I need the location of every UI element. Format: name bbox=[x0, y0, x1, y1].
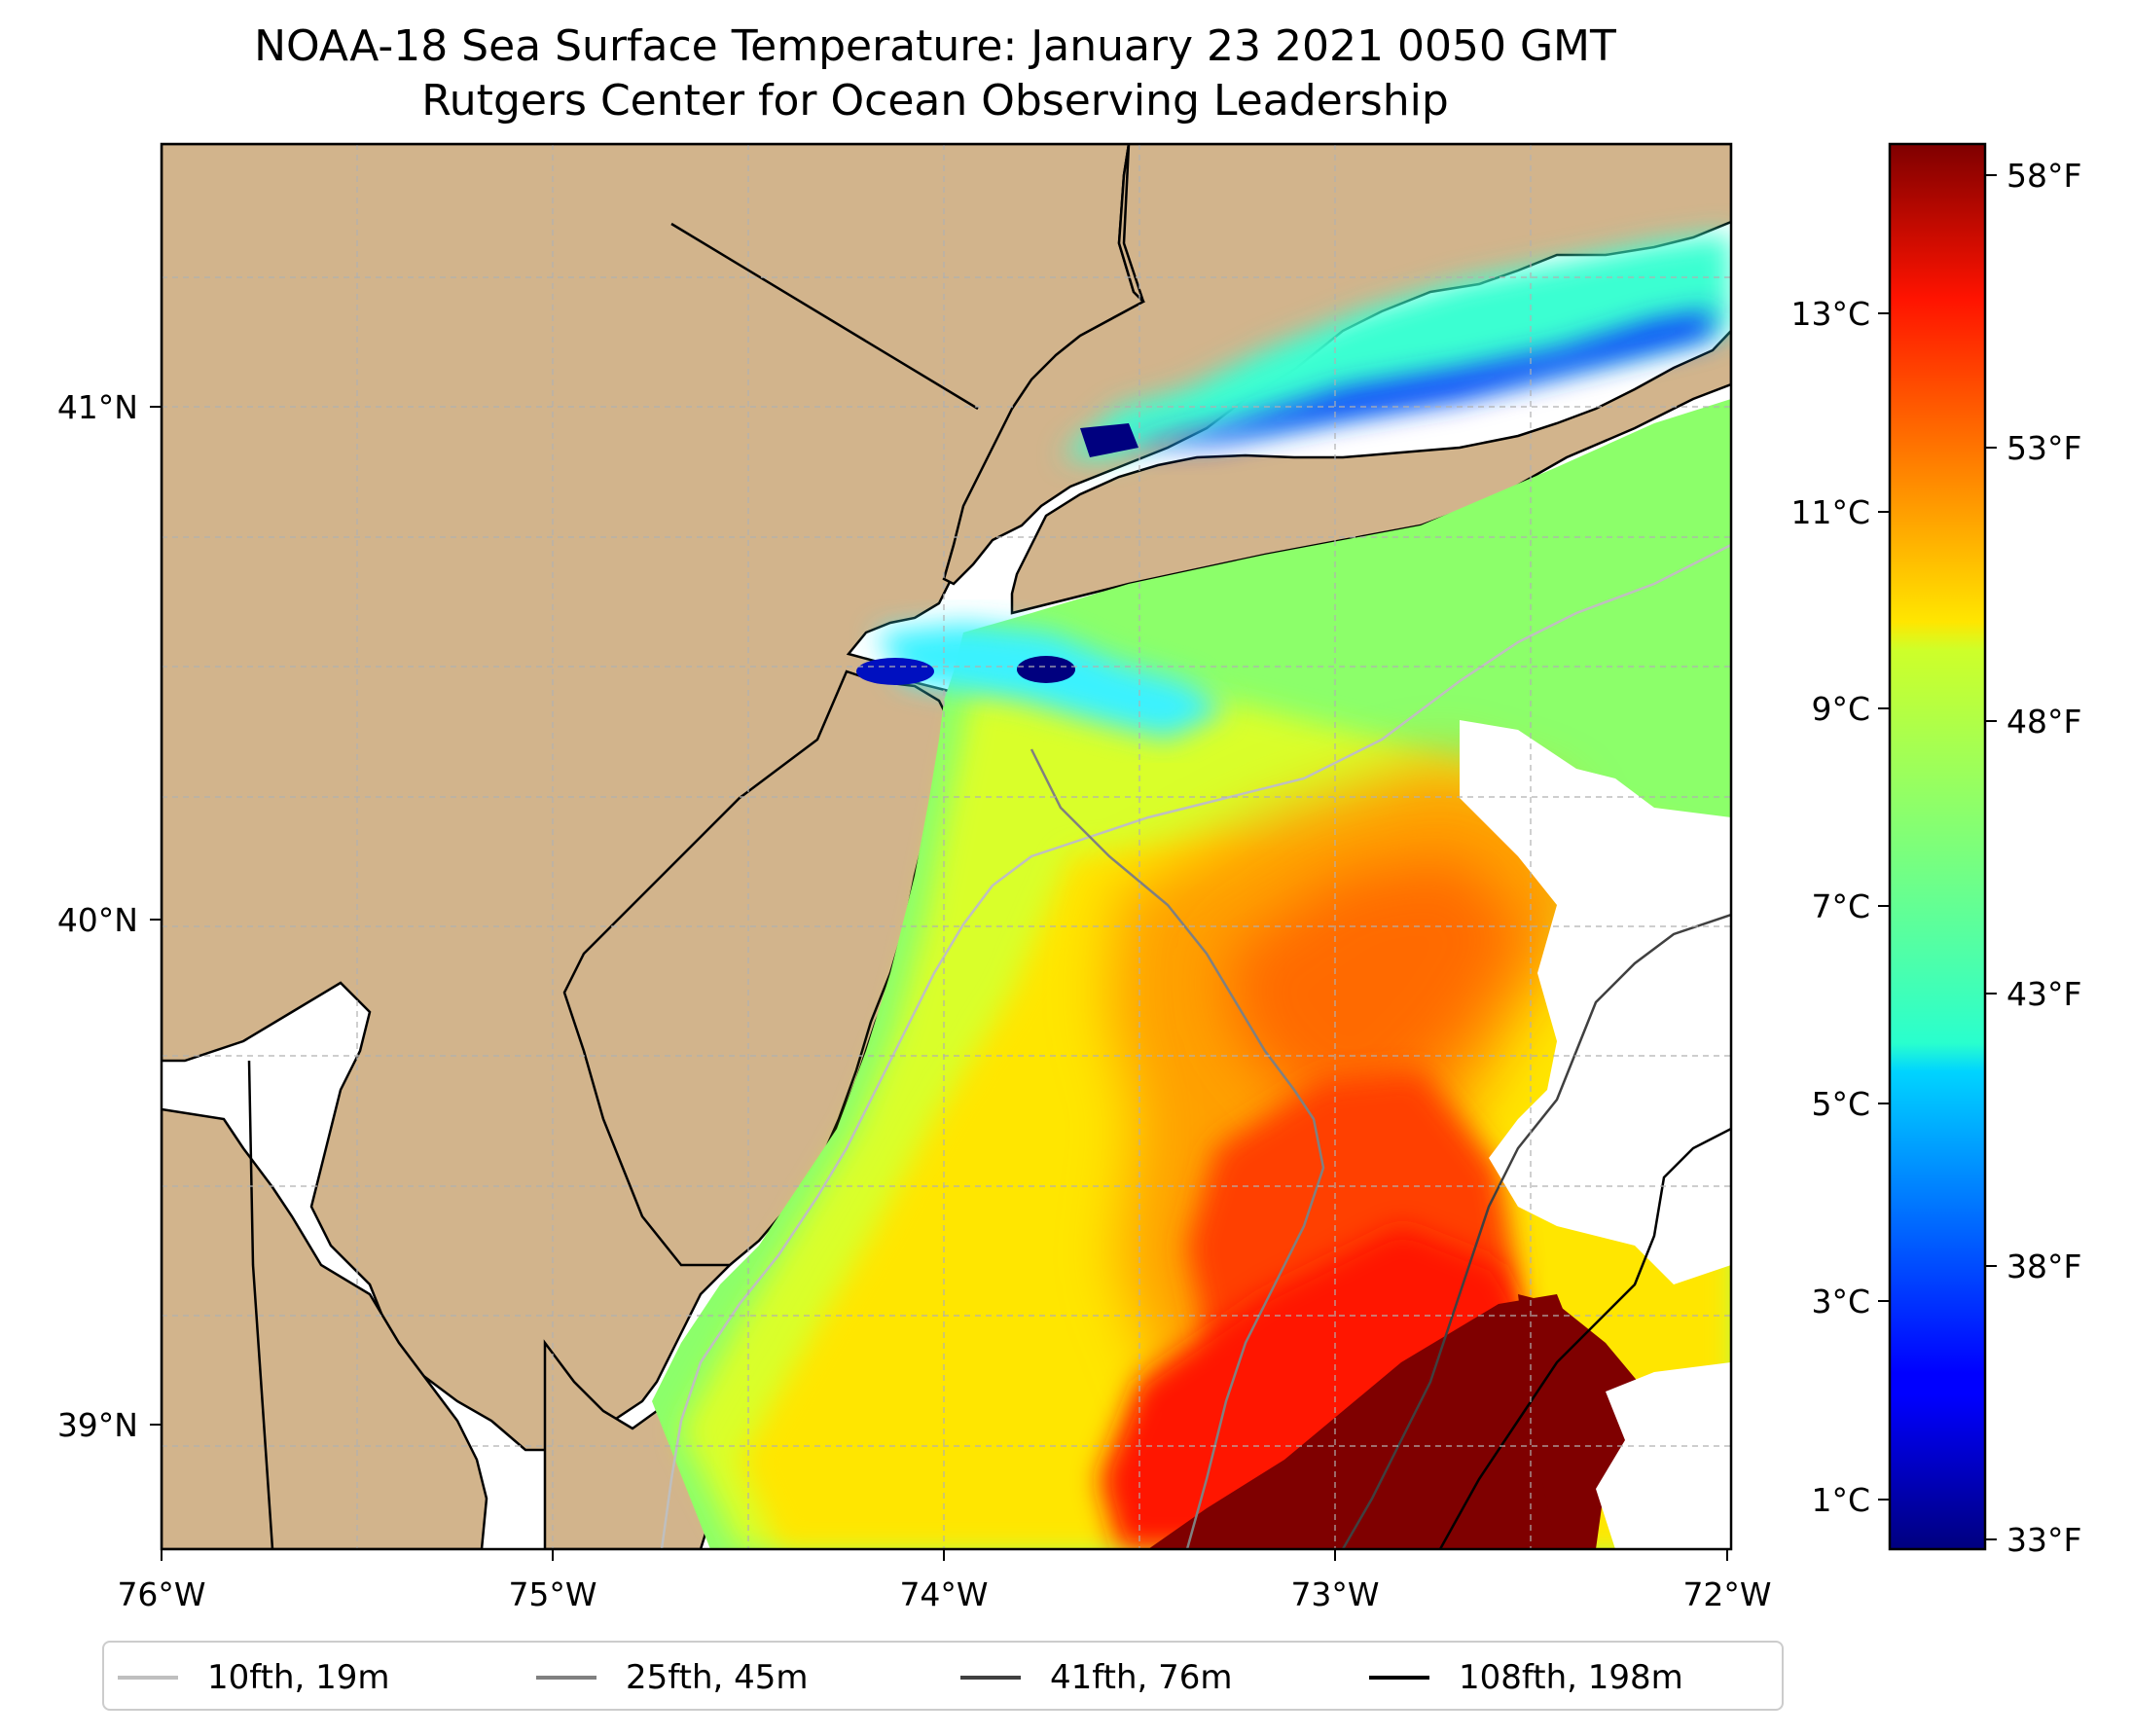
map-panel bbox=[162, 144, 1731, 1549]
nodata-east-lower bbox=[1596, 1362, 1731, 1549]
contour-41fth bbox=[1341, 913, 1731, 1549]
legend-item-108fth: 108fth, 198m bbox=[1369, 1643, 1683, 1713]
colorbar: 13°C 11°C 9°C 7°C 5°C 3°C 1°C 58°F 53°F … bbox=[1790, 142, 2081, 1559]
lis-blue-band bbox=[1119, 311, 1713, 448]
land-delaware bbox=[162, 1107, 488, 1549]
land-new-york-connecticut bbox=[942, 144, 1731, 586]
bathymetry-contours bbox=[660, 543, 1731, 1549]
sst-dark-red-east bbox=[1518, 1294, 1654, 1549]
legend-label-41fth: 41fth, 76m bbox=[1050, 1658, 1233, 1697]
legend-swatch-41fth bbox=[960, 1676, 1021, 1680]
land-long-island bbox=[1010, 329, 1731, 615]
legend-label-108fth: 108fth, 198m bbox=[1459, 1658, 1683, 1697]
legend-item-10fth: 10fth, 19m bbox=[118, 1643, 390, 1713]
contour-108fth bbox=[1438, 1127, 1731, 1549]
cbar-c-11: 11°C bbox=[1790, 493, 1870, 531]
lon-tick-76w: 76°W bbox=[117, 1575, 205, 1613]
legend-swatch-10fth bbox=[118, 1676, 178, 1680]
cbar-f-43: 43°F bbox=[2006, 975, 2081, 1013]
border-ny-nj bbox=[670, 222, 979, 411]
border-md-de bbox=[247, 1060, 274, 1549]
figure-subtitle: Rutgers Center for Ocean Observing Leade… bbox=[421, 76, 1449, 126]
sst-dark-red bbox=[1148, 1294, 1596, 1549]
contour-25fth bbox=[1030, 748, 1325, 1549]
lat-tick-40n: 40°N bbox=[57, 901, 138, 939]
colorbar-ticks-left bbox=[1878, 312, 1890, 1501]
depth-contour-legend: 10fth, 19m 25fth, 45m 41fth, 76m 108fth,… bbox=[102, 1641, 1784, 1711]
legend-swatch-25fth bbox=[536, 1676, 596, 1680]
sst-cold-patch-1 bbox=[1017, 656, 1075, 683]
sst-cold-patch-2 bbox=[856, 658, 934, 685]
lon-tick-73w: 73°W bbox=[1290, 1575, 1379, 1613]
cbar-c-3: 3°C bbox=[1811, 1283, 1870, 1320]
sst-orange-core bbox=[1226, 856, 1528, 1119]
cbar-c-9: 9°C bbox=[1811, 690, 1870, 728]
lis-dark-blue-west bbox=[1080, 423, 1138, 457]
colorbar-ticks-right bbox=[1985, 174, 1997, 1540]
contour-10fth bbox=[660, 543, 1731, 1549]
map-frame bbox=[160, 142, 1733, 1551]
lat-tick-41n: 41°N bbox=[57, 388, 138, 426]
figure-title: NOAA-18 Sea Surface Temperature: January… bbox=[254, 21, 1616, 71]
state-borders bbox=[247, 144, 1145, 1549]
gridlines bbox=[162, 144, 1731, 1549]
cbar-f-33: 33°F bbox=[2006, 1521, 2081, 1559]
legend-label-10fth: 10fth, 19m bbox=[207, 1658, 390, 1697]
cbar-c-1: 1°C bbox=[1811, 1481, 1870, 1519]
lat-tick-39n: 39°N bbox=[57, 1406, 138, 1444]
legend-item-25fth: 25fth, 45m bbox=[536, 1643, 809, 1713]
lon-tick-72w: 72°W bbox=[1682, 1575, 1771, 1613]
lis-cyan bbox=[1061, 234, 1731, 457]
cbar-c-13: 13°C bbox=[1790, 295, 1870, 333]
axis-ticks bbox=[150, 406, 1728, 1561]
cbar-f-58: 58°F bbox=[2006, 157, 2081, 195]
cbar-f-48: 48°F bbox=[2006, 703, 2081, 741]
sst-raster bbox=[652, 399, 1731, 1549]
cbar-f-53: 53°F bbox=[2006, 429, 2081, 467]
legend-swatch-108fth bbox=[1369, 1676, 1429, 1680]
legend-label-25fth: 25fth, 45m bbox=[626, 1658, 809, 1697]
colorbar-gradient bbox=[1888, 142, 1987, 1551]
legend-item-41fth: 41fth, 76m bbox=[960, 1643, 1233, 1713]
lon-tick-74w: 74°W bbox=[899, 1575, 988, 1613]
lon-tick-75w: 75°W bbox=[508, 1575, 596, 1613]
cbar-f-38: 38°F bbox=[2006, 1248, 2081, 1285]
cbar-c-7: 7°C bbox=[1811, 887, 1870, 925]
long-island-sound-sst bbox=[1061, 234, 1731, 457]
cbar-c-5: 5°C bbox=[1811, 1085, 1870, 1123]
border-ny-ct bbox=[1122, 144, 1145, 303]
